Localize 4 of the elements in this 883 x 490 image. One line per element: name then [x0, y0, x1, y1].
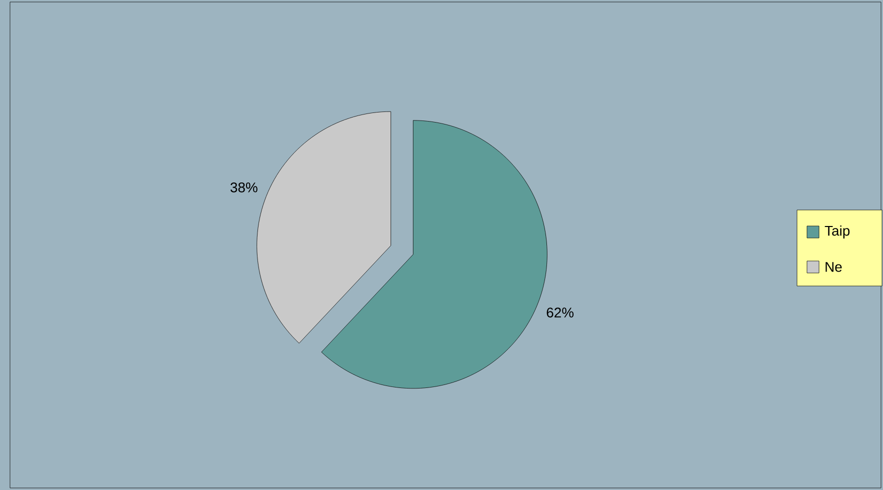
legend-label: Taip: [824, 225, 850, 238]
data-label: 62%: [546, 308, 574, 318]
legend-label: Ne: [826, 262, 842, 272]
data-label: 38%: [230, 182, 258, 192]
